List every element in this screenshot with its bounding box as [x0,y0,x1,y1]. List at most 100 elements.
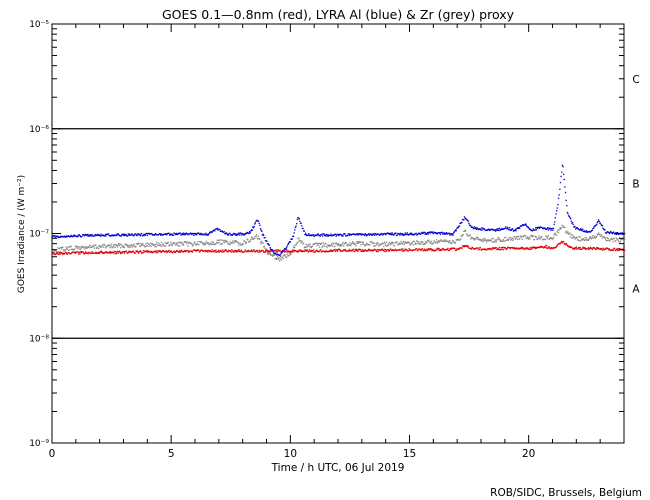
data-point [609,240,611,242]
data-point [222,239,224,241]
data-point [179,250,181,252]
data-point [484,239,486,242]
data-point [176,244,178,246]
data-point [147,245,149,247]
data-point [247,232,249,234]
data-point [591,248,593,251]
data-point [239,242,241,244]
data-point [421,231,423,233]
data-point [141,233,143,235]
data-point [300,222,302,225]
data-point [254,222,256,224]
data-point [563,226,565,228]
data-point [435,232,438,234]
data-point [533,246,536,248]
data-point [293,232,295,234]
data-point [143,233,145,235]
data-point [432,233,434,235]
data-point [413,249,415,251]
data-point [288,250,290,253]
data-point [481,238,483,241]
data-point [466,233,468,235]
data-point [563,173,565,175]
data-point [90,235,92,237]
data-point [440,239,442,241]
data-point [531,247,534,249]
data-point [385,244,387,247]
data-point [589,237,591,239]
data-point [583,238,585,241]
data-point [302,227,304,230]
data-point [309,249,311,252]
data-point [395,232,397,234]
data-point [261,249,263,252]
data-point [303,250,305,253]
data-point [53,251,56,253]
data-point [289,254,291,256]
data-point [215,228,217,230]
data-point [135,251,138,253]
data-point [150,251,152,253]
data-point [519,248,521,250]
data-point [438,241,440,243]
data-point [574,247,576,249]
data-point [505,236,507,238]
data-point [597,220,599,223]
data-point [564,226,566,229]
data-point [252,227,255,229]
data-point [583,247,585,250]
data-point [327,244,329,246]
data-point [531,246,533,248]
data-point [610,230,612,233]
data-point [463,246,465,248]
data-point [552,237,555,239]
x-tick-label: 15 [403,448,416,460]
data-point [336,250,338,252]
data-point [88,234,90,236]
data-point [142,234,145,236]
data-point [585,248,588,250]
data-point [70,253,72,255]
data-point [274,258,276,260]
data-point [97,252,99,254]
data-point [534,248,536,250]
data-point [264,251,266,253]
data-point [498,237,500,239]
data-point [592,227,595,229]
data-point [168,251,171,253]
data-point [419,242,421,244]
data-point [458,225,461,227]
data-point [557,231,560,234]
data-point [448,249,450,252]
data-point [381,248,384,251]
data-point [563,242,565,245]
data-point [182,234,184,236]
data-point [245,243,247,245]
data-point [63,250,65,252]
data-point [616,238,618,240]
data-point [344,233,346,235]
data-point [367,244,369,246]
data-point [70,245,72,247]
data-point [517,236,519,238]
data-point [331,249,333,251]
data-point [127,244,129,246]
data-point [344,250,346,252]
data-point [444,241,446,243]
data-point [184,250,187,253]
data-point [402,250,405,252]
data-point [268,253,270,255]
data-point [393,249,396,252]
data-point [521,238,523,240]
data-point [321,246,323,248]
data-point [74,252,77,254]
data-point [409,232,412,234]
data-point [134,245,136,247]
data-point [422,232,424,234]
data-point [572,223,574,226]
data-point [167,232,169,235]
data-point [383,241,386,243]
data-point [208,243,210,245]
data-point [256,219,258,222]
data-point [536,238,539,241]
